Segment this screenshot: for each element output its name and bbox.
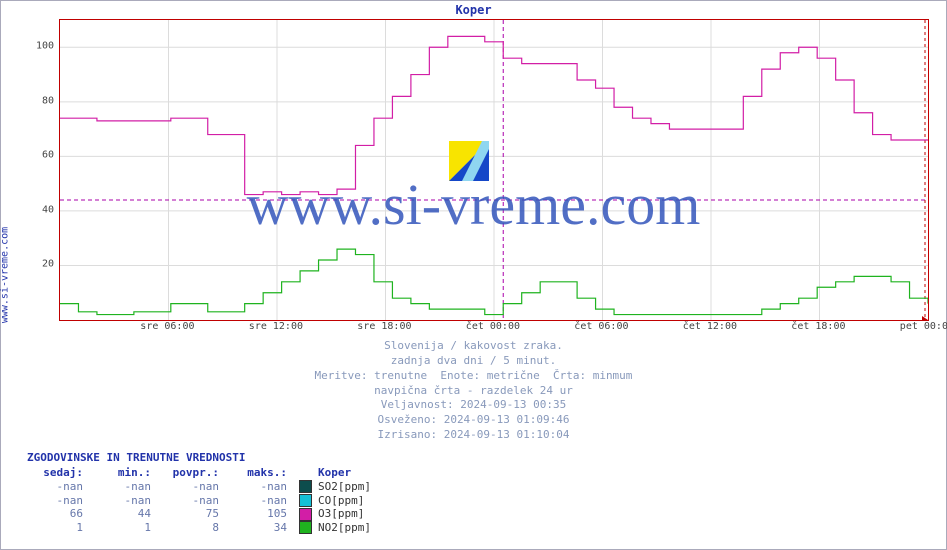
stats-row: -nan-nan-nan-nanCO[ppm] bbox=[27, 494, 371, 508]
x-tick-label: pet 00:00 bbox=[900, 321, 947, 332]
chart-frame: www.si-vreme.com Koper www.si-vreme.com … bbox=[0, 0, 947, 550]
y-tick-label: 100 bbox=[6, 41, 54, 52]
legend-swatch bbox=[299, 480, 312, 493]
legend-label: SO2[ppm] bbox=[318, 480, 371, 494]
x-tick-label: čet 12:00 bbox=[683, 321, 737, 332]
col-min: min.: bbox=[87, 466, 155, 480]
x-tick-label: čet 06:00 bbox=[574, 321, 628, 332]
col-povpr: povpr.: bbox=[155, 466, 223, 480]
x-tick-label: čet 00:00 bbox=[466, 321, 520, 332]
legend-swatch bbox=[299, 494, 312, 507]
stats-cell: -nan bbox=[155, 494, 223, 508]
stats-cell: -nan bbox=[87, 494, 155, 508]
stats-table: ZGODOVINSKE IN TRENUTNE VREDNOSTI sedaj:… bbox=[27, 451, 371, 535]
legend-swatch bbox=[299, 508, 312, 521]
stats-cell: 44 bbox=[87, 507, 155, 521]
stats-cell: 105 bbox=[223, 507, 291, 521]
stats-cell: 1 bbox=[87, 521, 155, 535]
chart-svg bbox=[60, 20, 928, 320]
y-tick-label: 80 bbox=[6, 95, 54, 106]
stats-cell: 66 bbox=[27, 507, 87, 521]
stats-cell: 34 bbox=[223, 521, 291, 535]
stats-cell: -nan bbox=[27, 494, 87, 508]
x-tick-label: sre 06:00 bbox=[140, 321, 194, 332]
col-sedaj: sedaj: bbox=[27, 466, 87, 480]
legend-label: NO2[ppm] bbox=[318, 521, 371, 535]
x-tick-label: sre 12:00 bbox=[249, 321, 303, 332]
legend-label: O3[ppm] bbox=[318, 507, 364, 521]
stats-cell: -nan bbox=[27, 480, 87, 494]
stats-row: -nan-nan-nan-nanSO2[ppm] bbox=[27, 480, 371, 494]
stats-cell: -nan bbox=[155, 480, 223, 494]
stats-table-title: ZGODOVINSKE IN TRENUTNE VREDNOSTI bbox=[27, 451, 371, 464]
y-tick-label: 40 bbox=[6, 204, 54, 215]
chart-title: Koper bbox=[1, 3, 946, 17]
stats-cell: -nan bbox=[223, 494, 291, 508]
col-maks: maks.: bbox=[223, 466, 291, 480]
stats-cell: -nan bbox=[223, 480, 291, 494]
stats-header-row: sedaj: min.: povpr.: maks.: Koper bbox=[27, 466, 371, 480]
side-source-label: www.si-vreme.com bbox=[0, 227, 11, 323]
x-tick-label: sre 18:00 bbox=[357, 321, 411, 332]
stats-row: 664475105 O3[ppm] bbox=[27, 507, 371, 521]
stats-row: 11834NO2[ppm] bbox=[27, 521, 371, 535]
y-tick-label: 60 bbox=[6, 150, 54, 161]
legend-swatch bbox=[299, 521, 312, 534]
stats-cell: 8 bbox=[155, 521, 223, 535]
chart-metadata: Slovenija / kakovost zraka. zadnja dva d… bbox=[1, 339, 946, 443]
legend-header: Koper bbox=[318, 466, 351, 480]
y-tick-label: 20 bbox=[6, 259, 54, 270]
stats-cell: 75 bbox=[155, 507, 223, 521]
stats-cell: 1 bbox=[27, 521, 87, 535]
legend-label: CO[ppm] bbox=[318, 494, 364, 508]
x-tick-label: čet 18:00 bbox=[791, 321, 845, 332]
chart-plot-area bbox=[59, 19, 929, 321]
stats-cell: -nan bbox=[87, 480, 155, 494]
